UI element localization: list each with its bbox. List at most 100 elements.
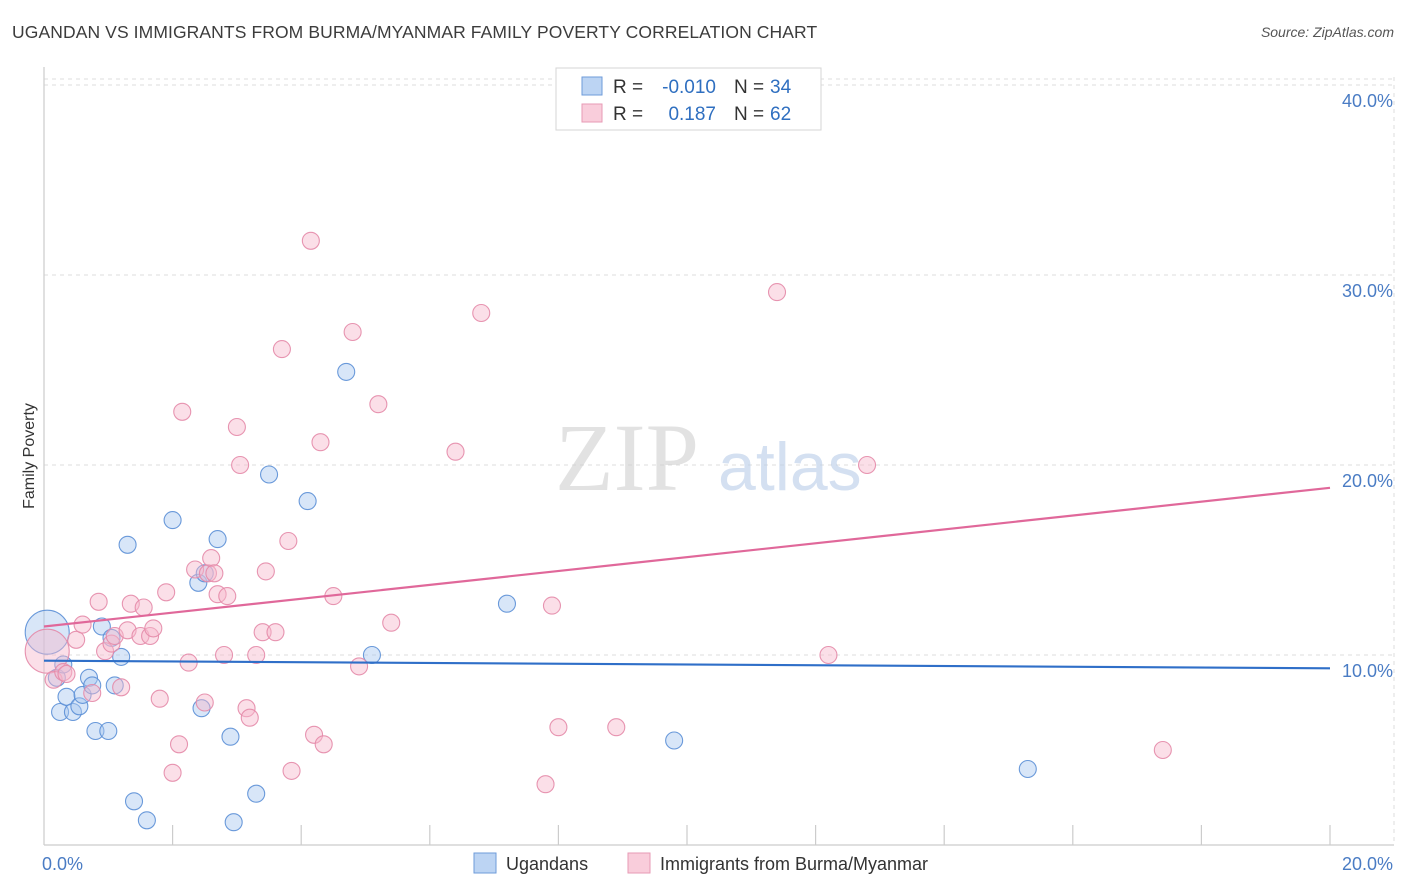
- point-burma: [305, 725, 324, 744]
- stats-legend-n-label: N =: [734, 104, 764, 125]
- point-burma: [607, 718, 626, 737]
- point-burma: [157, 583, 176, 602]
- point-burma: [253, 623, 272, 642]
- point-burma: [369, 395, 388, 414]
- point-ugandans: [298, 492, 317, 511]
- watermark-atlas: atlas: [718, 429, 862, 505]
- x-tick-label: 0.0%: [42, 854, 83, 874]
- point-burma: [150, 689, 169, 708]
- chart-title: UGANDAN VS IMMIGRANTS FROM BURMA/MYANMAR…: [12, 22, 818, 42]
- stats-legend-r-label: R =: [613, 77, 643, 98]
- point-burma: [237, 699, 256, 718]
- point-burma: [202, 549, 221, 568]
- point-ugandans: [665, 731, 684, 750]
- point-burma: [73, 615, 92, 634]
- stats-legend: R = -0.010 N = 34 R = 0.187 N = 62: [555, 67, 822, 131]
- stats-legend-r-value: -0.010: [662, 77, 716, 98]
- point-ugandans: [51, 702, 70, 722]
- point-ugandans: [224, 813, 243, 832]
- point-burma: [96, 642, 115, 661]
- data-points: [24, 231, 1172, 832]
- point-burma: [549, 718, 568, 737]
- point-ugandans: [83, 676, 102, 695]
- point-ugandans: [192, 699, 211, 718]
- point-burma: [256, 562, 275, 581]
- point-ugandans: [189, 573, 208, 592]
- y-axis-label: Family Poverty: [21, 403, 38, 509]
- stats-legend-swatch-burma: [581, 103, 603, 123]
- point-burma: [83, 683, 102, 703]
- point-burma: [89, 592, 108, 611]
- point-burma: [301, 231, 320, 250]
- point-ugandans: [105, 676, 124, 695]
- trend-lines: [43, 486, 1331, 670]
- watermark-zip: ZIP: [555, 404, 699, 511]
- point-ugandans: [57, 687, 76, 706]
- x-tick-label: 20.0%: [1342, 854, 1393, 874]
- point-burma: [819, 645, 838, 665]
- point-ugandans: [497, 594, 517, 613]
- point-burma: [382, 613, 401, 632]
- stats-legend-n-label: N =: [734, 77, 764, 98]
- point-burma: [446, 442, 465, 461]
- point-burma: [67, 630, 86, 649]
- point-burma: [218, 587, 237, 606]
- point-burma: [542, 596, 562, 615]
- series-legend-label-burma: Immigrants from Burma/Myanmar: [660, 854, 928, 874]
- point-burma: [472, 303, 491, 323]
- stats-legend-r-label: R =: [613, 104, 643, 125]
- series-legend-label-ugandans: Ugandans: [506, 854, 588, 874]
- series-legend: Ugandans Immigrants from Burma/Myanmar: [473, 852, 928, 874]
- point-ugandans: [24, 609, 70, 655]
- point-burma: [536, 775, 555, 794]
- point-burma: [350, 657, 369, 676]
- point-ugandans: [86, 721, 105, 741]
- point-burma: [282, 761, 301, 780]
- point-ugandans: [99, 721, 118, 741]
- y-tick-label: 10.0%: [1342, 661, 1393, 681]
- point-burma: [134, 598, 153, 617]
- y-tick-label: 30.0%: [1342, 281, 1393, 301]
- point-burma: [231, 455, 250, 475]
- point-burma: [205, 564, 224, 583]
- series-legend-swatch-burma: [627, 852, 651, 874]
- trend-line-burma: [43, 486, 1331, 628]
- point-burma: [54, 663, 73, 682]
- point-burma: [343, 322, 362, 342]
- point-burma: [247, 645, 266, 665]
- point-ugandans: [70, 697, 89, 716]
- point-burma: [195, 693, 214, 712]
- point-burma: [266, 623, 285, 642]
- point-burma: [57, 664, 76, 684]
- point-ugandans: [118, 535, 137, 554]
- stats-legend-swatch-ugandans: [581, 76, 603, 96]
- point-burma: [279, 531, 298, 551]
- point-burma: [767, 283, 787, 302]
- point-burma: [24, 628, 70, 674]
- point-burma: [311, 433, 330, 452]
- stats-legend-n-value: 34: [770, 77, 792, 98]
- point-burma: [198, 564, 218, 583]
- point-burma: [112, 678, 131, 697]
- point-ugandans: [259, 465, 279, 484]
- point-ugandans: [1018, 759, 1037, 779]
- axes: [43, 67, 1394, 846]
- point-burma: [857, 455, 877, 475]
- stats-legend-r-value: 0.187: [668, 104, 716, 125]
- point-ugandans: [221, 727, 240, 746]
- stats-legend-n-value: 62: [770, 104, 791, 125]
- point-burma: [272, 340, 291, 359]
- series-legend-swatch-ugandans: [473, 852, 497, 874]
- trend-line-ugandans: [43, 659, 1331, 670]
- point-ugandans: [337, 362, 356, 381]
- point-burma: [169, 735, 189, 754]
- point-burma: [173, 402, 192, 421]
- point-burma: [144, 619, 163, 638]
- point-burma: [1153, 740, 1172, 760]
- tick-labels: 10.0% 20.0% 30.0% 40.0% 0.0% 20.0%: [42, 91, 1393, 874]
- point-burma: [214, 645, 234, 665]
- y-tick-label: 20.0%: [1342, 471, 1393, 491]
- chart-source: Source: ZipAtlas.com: [1260, 24, 1394, 40]
- watermark: ZIP atlas: [555, 404, 862, 511]
- point-burma: [163, 763, 182, 782]
